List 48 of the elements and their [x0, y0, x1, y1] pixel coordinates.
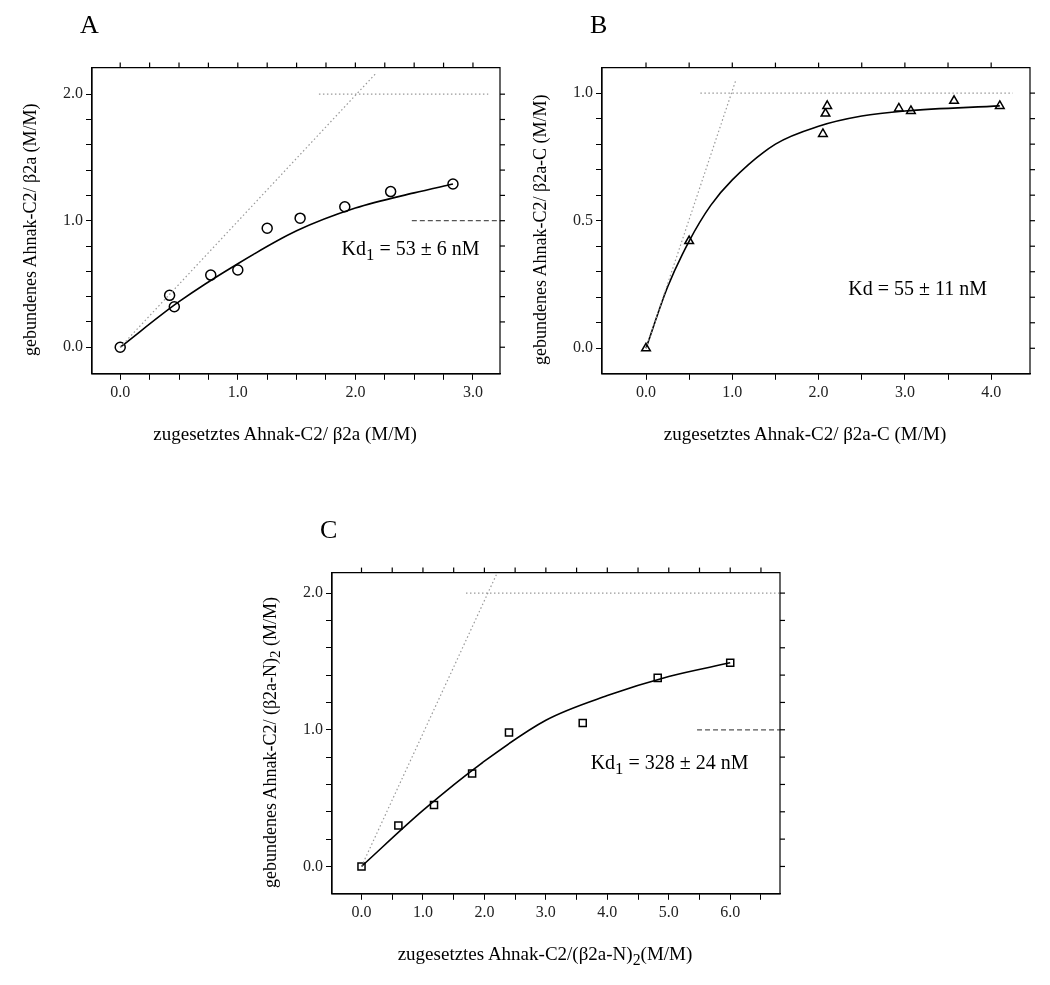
x-tick-label: 2.0	[808, 382, 829, 400]
point	[817, 128, 828, 138]
x-tick-label: 3.0	[535, 902, 556, 920]
x-tick-label: 2.0	[345, 382, 366, 400]
x-tick-label: 4.0	[597, 902, 618, 920]
x-tick-label: 1.0	[722, 382, 743, 400]
point	[339, 201, 351, 213]
x-tick-label: 6.0	[720, 902, 741, 920]
x-tick-label: 3.0	[894, 382, 915, 400]
x-tick-label: 3.0	[462, 382, 483, 400]
y-tick-label: 0.0	[63, 337, 83, 355]
point	[578, 718, 588, 728]
x-tick-label: 1.0	[227, 382, 248, 400]
annotation: Kd$_{1}$ = 53 ± 6 nM	[341, 237, 480, 266]
point	[163, 289, 176, 302]
y-tick-label: 2.0	[63, 84, 83, 102]
point	[384, 185, 397, 198]
y-tick-label: 2.0	[303, 583, 323, 601]
y-tick-label: 0.0	[303, 856, 323, 874]
point	[232, 264, 244, 276]
point	[504, 728, 514, 737]
x-tick-label: 0.0	[351, 902, 372, 920]
x-axis-title: zugesetztes Ahnak-C2/ β2a-C (M/M)	[662, 423, 948, 445]
x-tick-label: 4.0	[981, 382, 1002, 400]
point	[394, 821, 403, 830]
y-tick-label: 1.0	[63, 210, 83, 228]
y-tick-label: 0.0	[573, 338, 593, 356]
chart-title: B	[590, 10, 608, 40]
x-axis-title: zugesetztes Ahnak-C2/(β2a-N)$_{2}$(M/M)	[396, 943, 694, 969]
x-tick-label: 5.0	[658, 902, 679, 920]
chart-title: C	[320, 515, 338, 545]
x-tick-label: 1.0	[412, 902, 433, 920]
y-tick-label: 1.0	[573, 83, 593, 101]
x-tick-label: 2.0	[474, 902, 495, 920]
x-tick-label: 0.0	[110, 382, 131, 400]
point	[822, 100, 833, 110]
annotation: Kd = 55 ± 11 nM	[848, 276, 987, 300]
point	[948, 95, 960, 105]
point	[261, 222, 273, 235]
y-tick-label: 1.0	[303, 719, 323, 737]
point	[294, 212, 306, 224]
y-tick-label: 0.5	[573, 210, 593, 228]
x-tick-label: 0.0	[636, 382, 657, 400]
annotation: Kd$_{1}$ = 328 ± 24 nM	[590, 751, 749, 780]
chart-title: A	[80, 10, 99, 40]
y-axis-title: gebundenes Ahnak-C2/ β2a (M/M)	[20, 102, 41, 359]
x-axis-title: zugesetztes Ahnak-C2/ β2a (M/M)	[152, 423, 418, 445]
y-axis-title: gebundenes Ahnak-C2/ β2a-C (M/M)	[530, 93, 551, 368]
